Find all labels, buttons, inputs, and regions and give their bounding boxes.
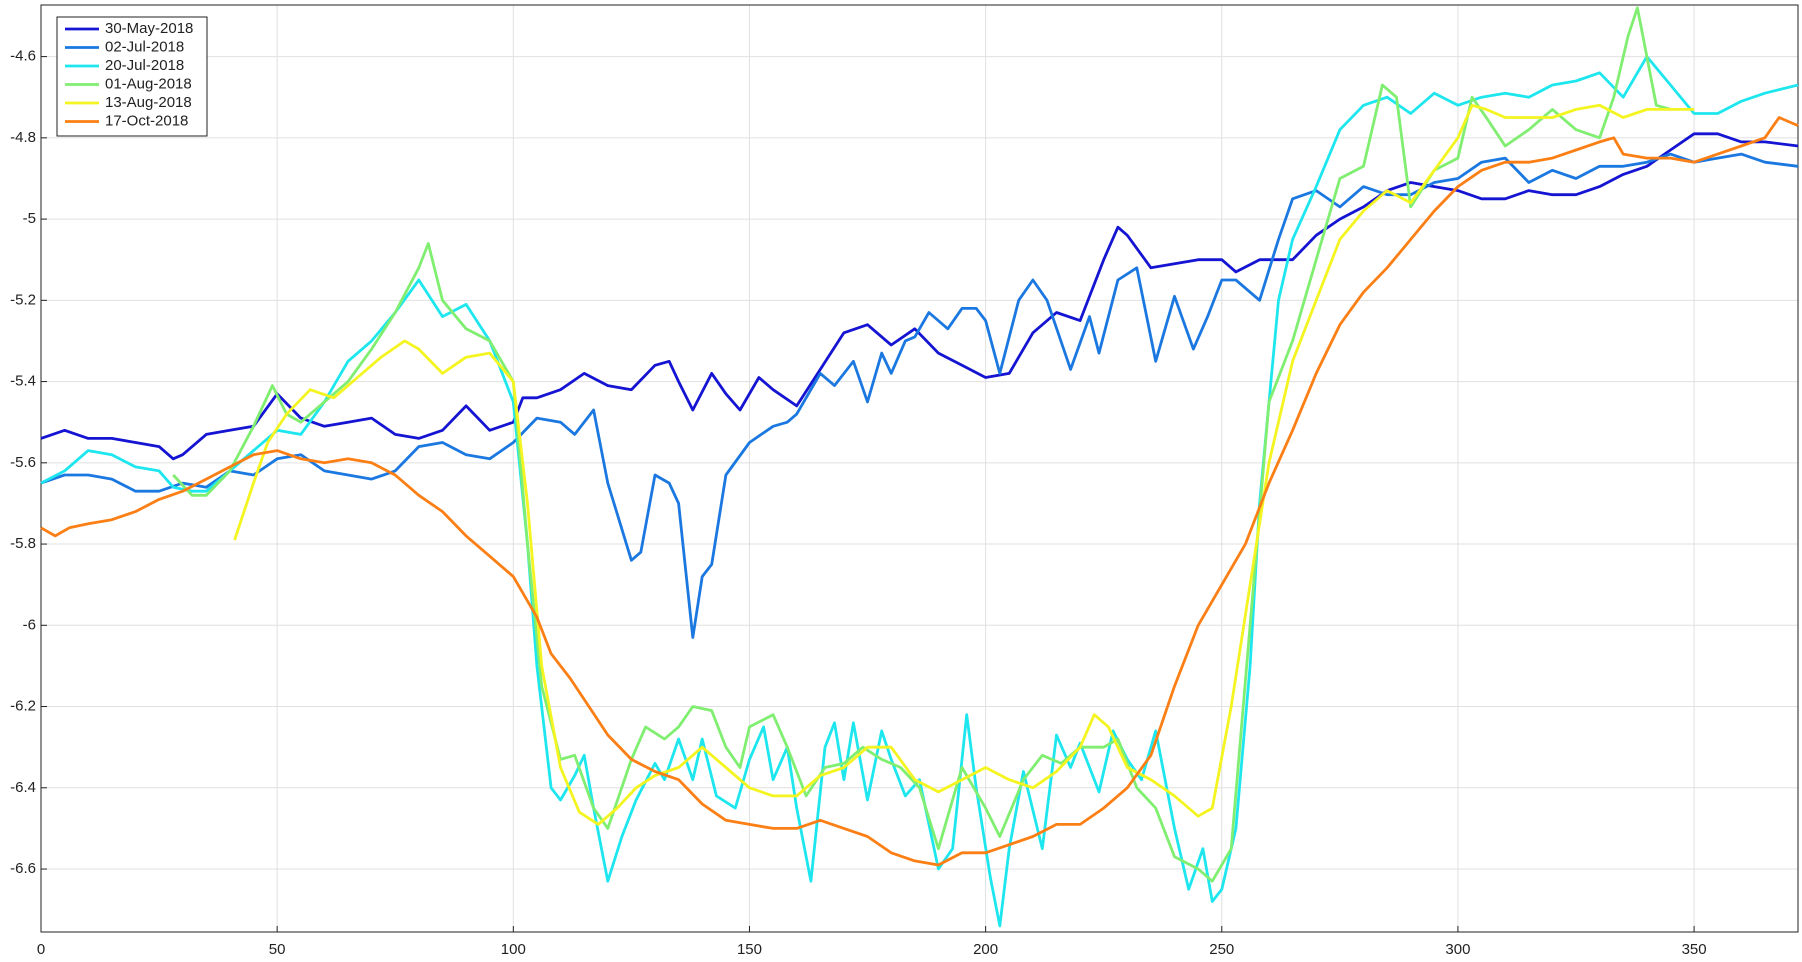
y-tick-label: -6.6 [10, 860, 36, 877]
legend-label: 30-May-2018 [105, 20, 193, 37]
x-tick-label: 150 [737, 941, 762, 958]
x-tick-label: 50 [269, 941, 286, 958]
y-tick-label: -5.6 [10, 454, 36, 471]
y-tick-label: -5.2 [10, 291, 36, 308]
y-tick-label: -4.6 [10, 48, 36, 65]
x-tick-label: 200 [973, 941, 998, 958]
legend-label: 17-Oct-2018 [105, 112, 188, 129]
data-line [40, 132, 1799, 461]
legend-label: 13-Aug-2018 [105, 94, 192, 111]
data-line [172, 6, 1671, 883]
x-tick-label: 100 [501, 941, 526, 958]
legend-label: 02-Jul-2018 [105, 38, 184, 55]
x-tick-label: 350 [1682, 941, 1707, 958]
y-tick-label: -5 [23, 210, 36, 227]
y-tick-label: -5.8 [10, 535, 36, 552]
y-tick-label: -4.8 [10, 129, 36, 146]
y-tick-label: -6.4 [10, 779, 36, 796]
y-tick-label: -6 [23, 616, 36, 633]
legend-box [56, 16, 208, 137]
axes-box [40, 4, 1799, 933]
y-tick-label: -6.2 [10, 698, 36, 715]
data-line [40, 152, 1799, 639]
data-line [40, 116, 1799, 867]
y-tick-label: -5.4 [10, 373, 36, 390]
x-tick-label: 300 [1445, 941, 1470, 958]
legend-label: 01-Aug-2018 [105, 75, 192, 92]
legend-label: 20-Jul-2018 [105, 57, 184, 74]
x-tick-label: 250 [1209, 941, 1234, 958]
data-line [40, 55, 1799, 928]
x-tick-label: 0 [37, 941, 45, 958]
data-line [233, 103, 1695, 826]
